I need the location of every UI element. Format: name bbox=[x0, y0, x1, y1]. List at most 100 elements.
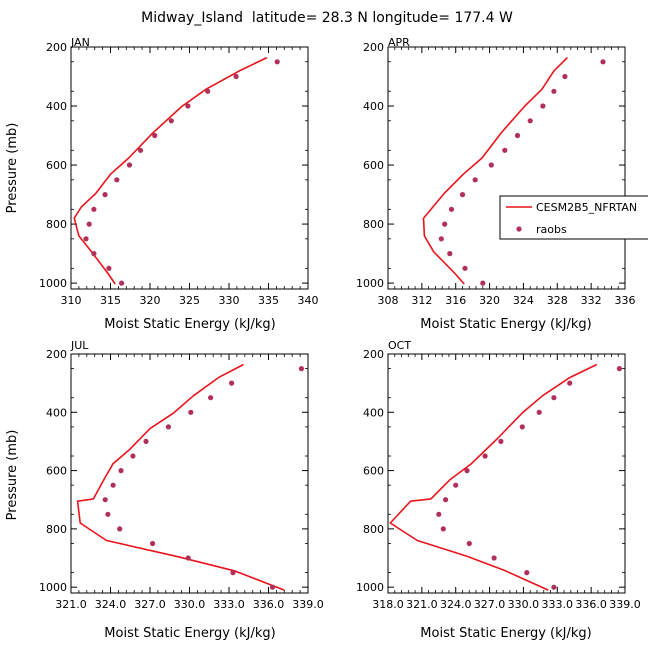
x-tick-label: 330.0 bbox=[174, 598, 206, 611]
model-profile-line-jul bbox=[76, 363, 285, 591]
raobs-point bbox=[527, 118, 533, 124]
raobs-point bbox=[118, 468, 124, 474]
y-tick-label: 400 bbox=[363, 406, 384, 419]
raobs-point bbox=[436, 511, 442, 517]
x-tick-label: 318.0 bbox=[372, 598, 404, 611]
legend-marker-swatch bbox=[516, 226, 522, 232]
model-profile-line-apr bbox=[422, 57, 568, 285]
y-tick-label: 800 bbox=[46, 218, 67, 231]
y-tick-label: 200 bbox=[46, 41, 67, 54]
y-tick-label: 400 bbox=[363, 100, 384, 113]
x-tick-label: 324.0 bbox=[95, 598, 127, 611]
x-axis-label-apr: Moist Static Energy (kJ/kg) bbox=[420, 317, 591, 332]
x-tick-label: 327.0 bbox=[474, 598, 506, 611]
raobs-point bbox=[110, 482, 116, 488]
x-axis-label-oct: Moist Static Energy (kJ/kg) bbox=[420, 626, 591, 641]
raobs-point bbox=[462, 265, 468, 271]
panel-apr: APR Moist Static Energy (kJ/kg) 308 312 31… bbox=[356, 36, 636, 332]
raobs-point bbox=[440, 526, 446, 532]
plot-area-oct bbox=[389, 363, 623, 591]
figure-title: Midway_Island latitude= 28.3 N longitude… bbox=[141, 10, 513, 26]
raobs-point bbox=[442, 221, 448, 227]
y-tick-label: 600 bbox=[363, 465, 384, 478]
raobs-point bbox=[491, 555, 497, 561]
raobs-point bbox=[208, 395, 214, 401]
x-tick-label: 327.0 bbox=[134, 598, 166, 611]
raobs-point bbox=[86, 221, 92, 227]
legend: CESM2B5_NFRTAN raobs bbox=[499, 195, 648, 240]
plot-area-apr bbox=[422, 57, 606, 286]
x-tick-label: 325 bbox=[179, 294, 200, 307]
x-tick-label: 321.0 bbox=[55, 598, 87, 611]
raobs-point bbox=[143, 438, 149, 444]
raobs-point bbox=[448, 206, 455, 212]
panel-label-jul: JUL bbox=[70, 339, 89, 352]
raobs-point bbox=[298, 366, 304, 372]
raobs-point bbox=[551, 395, 557, 401]
x-tick-label: 333.0 bbox=[213, 598, 245, 611]
raobs-point bbox=[233, 73, 239, 80]
y-axis-label-left-bottom: Pressure (mb) bbox=[5, 430, 20, 521]
raobs-point bbox=[551, 584, 557, 590]
x-tick-label: 336 bbox=[615, 294, 636, 307]
y-tick-label: 800 bbox=[46, 523, 67, 536]
raobs-point bbox=[459, 192, 466, 198]
x-tick-label: 330.0 bbox=[508, 598, 540, 611]
model-profile-line-oct bbox=[389, 363, 598, 591]
raobs-point bbox=[274, 59, 280, 65]
y-tick-label: 800 bbox=[363, 218, 384, 231]
plot-frame-jan bbox=[70, 46, 309, 290]
x-tick-label: 340 bbox=[298, 294, 319, 307]
y-tick-label: 600 bbox=[46, 465, 67, 478]
raobs-point bbox=[152, 132, 158, 139]
x-tick-label: 315 bbox=[100, 294, 121, 307]
raobs-point bbox=[567, 380, 573, 386]
panel-label-jan: JAN bbox=[70, 36, 90, 49]
raobs-point bbox=[137, 147, 144, 153]
x-tick-label: 339.0 bbox=[292, 598, 324, 611]
raobs-point bbox=[524, 570, 530, 576]
x-tick-label: 308 bbox=[378, 294, 399, 307]
y-tick-label: 200 bbox=[363, 41, 384, 54]
raobs-point bbox=[188, 409, 194, 415]
raobs-point bbox=[230, 570, 236, 576]
y-tick-label: 400 bbox=[46, 406, 67, 419]
legend-model-label: CESM2B5_NFRTAN bbox=[536, 201, 637, 214]
raobs-point bbox=[540, 103, 546, 109]
raobs-point bbox=[562, 73, 568, 80]
raobs-point bbox=[185, 103, 191, 109]
y-tick-label: 1000 bbox=[39, 581, 67, 594]
y-tick-label: 200 bbox=[46, 348, 67, 361]
raobs-point bbox=[488, 162, 494, 168]
y-tick-label: 400 bbox=[46, 100, 67, 113]
model-profile-line-jan bbox=[73, 56, 268, 285]
plot-frame-apr bbox=[387, 46, 626, 290]
raobs-point bbox=[114, 177, 120, 183]
plot-area-jan bbox=[73, 56, 280, 286]
x-tick-label: 324.0 bbox=[440, 598, 472, 611]
raobs-point bbox=[119, 280, 125, 286]
x-tick-label: 312 bbox=[411, 294, 432, 307]
x-tick-label: 335 bbox=[258, 294, 279, 307]
panel-jan: JAN Moist Static Energy (kJ/kg) Pressure… bbox=[5, 36, 319, 332]
raobs-point bbox=[106, 265, 112, 271]
x-tick-label: 336.0 bbox=[253, 598, 285, 611]
y-tick-label: 1000 bbox=[356, 581, 384, 594]
legend-obs-label: raobs bbox=[536, 223, 567, 236]
x-tick-label: 320 bbox=[479, 294, 500, 307]
panel-label-oct: OCT bbox=[388, 339, 411, 352]
x-tick-label: 336.0 bbox=[575, 598, 607, 611]
raobs-point bbox=[105, 511, 111, 517]
plot-frame-oct bbox=[387, 353, 626, 594]
raobs-point bbox=[466, 540, 472, 547]
raobs-point bbox=[150, 540, 156, 547]
raobs-point bbox=[514, 132, 521, 139]
plot-area-jul bbox=[76, 363, 304, 591]
raobs-point bbox=[102, 192, 108, 198]
raobs-point bbox=[453, 482, 459, 488]
panel-jul: JUL Moist Static Energy (kJ/kg) Pressure… bbox=[5, 339, 324, 641]
raobs-point bbox=[185, 555, 191, 561]
x-tick-label: 328 bbox=[547, 294, 568, 307]
y-axis-label-left-top: Pressure (mb) bbox=[5, 123, 20, 214]
